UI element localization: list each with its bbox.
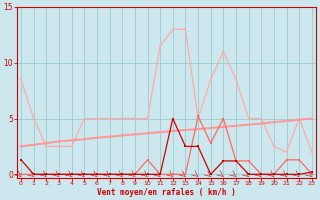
X-axis label: Vent moyen/en rafales ( km/h ): Vent moyen/en rafales ( km/h ) bbox=[97, 188, 236, 197]
